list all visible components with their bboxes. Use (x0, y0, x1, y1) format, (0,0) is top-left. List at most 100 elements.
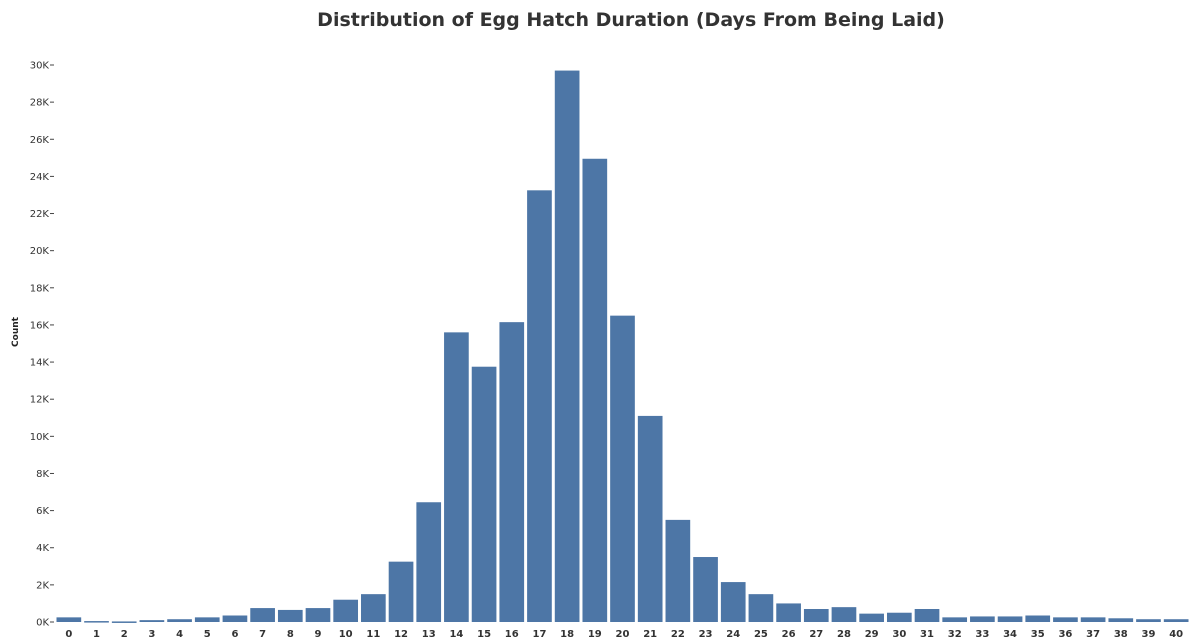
bar-35 (1025, 615, 1051, 622)
bar-3 (139, 620, 165, 622)
x-tick-label: 34 (1003, 629, 1017, 640)
bar-17 (527, 190, 552, 622)
bar-1 (84, 621, 109, 623)
x-tick-label: 12 (394, 629, 408, 640)
y-axis: 0K 2K 4K 6K 8K 10K 12K 14K 16K 18K 20K 22K 24K 26K 28K… (30, 61, 54, 629)
y-tick-label: 26K (30, 135, 50, 146)
x-tick-label: 30 (892, 629, 906, 640)
bar-12 (388, 561, 414, 622)
x-tick-label: 14 (449, 629, 463, 640)
bar-18 (554, 70, 580, 622)
x-tick-label: 37 (1086, 629, 1100, 640)
x-tick-label: 38 (1114, 629, 1128, 640)
bar-19 (582, 158, 608, 622)
y-tick-label: 20K (30, 246, 50, 257)
x-tick-label: 3 (148, 629, 155, 640)
y-tick-label: 12K (30, 395, 50, 406)
x-tick-label: 26 (782, 629, 796, 640)
bar-2 (111, 621, 137, 623)
x-tick-label: 10 (339, 629, 353, 640)
y-tick-label: 10K (30, 432, 50, 443)
bar-0 (56, 617, 82, 622)
x-tick-label: 22 (671, 629, 685, 640)
bar-20 (610, 315, 635, 622)
x-tick-label: 27 (809, 629, 823, 640)
x-tick-label: 1 (93, 629, 100, 640)
bar-31 (914, 609, 940, 622)
x-tick-label: 28 (837, 629, 851, 640)
y-tick-label: 2K (36, 580, 49, 591)
bar-10 (333, 599, 359, 622)
x-axis: 0 1 2 3 4 5 6 7 8 9 10 11 12 13 14 15 16 17 18 19 20 21 22 23 24… (65, 629, 1183, 640)
x-tick-label: 33 (975, 629, 989, 640)
bar-16 (499, 322, 525, 622)
bar-21 (637, 415, 663, 622)
x-tick-label: 32 (948, 629, 962, 640)
bar-11 (361, 594, 386, 622)
y-tick-label: 4K (36, 543, 49, 554)
x-tick-label: 29 (865, 629, 879, 640)
bar-26 (776, 603, 801, 622)
y-tick-label: 18K (30, 283, 50, 294)
x-tick-label: 21 (643, 629, 657, 640)
x-tick-label: 6 (231, 629, 238, 640)
y-tick-label: 14K (30, 358, 50, 369)
bar-22 (665, 519, 691, 622)
y-tick-label: 22K (30, 209, 50, 220)
x-tick-label: 2 (121, 629, 128, 640)
bar-9 (305, 608, 331, 622)
bar-36 (1053, 617, 1078, 622)
bar-40 (1163, 619, 1189, 622)
bar-30 (886, 612, 912, 622)
chart-title: Distribution of Egg Hatch Duration (Days… (317, 9, 945, 31)
x-tick-label: 25 (754, 629, 768, 640)
x-tick-label: 20 (616, 629, 630, 640)
x-tick-label: 23 (699, 629, 713, 640)
bar-23 (693, 557, 718, 622)
x-tick-label: 17 (532, 629, 546, 640)
bar-25 (748, 594, 774, 622)
bar-27 (803, 609, 829, 622)
x-tick-label: 35 (1031, 629, 1045, 640)
bar-7 (250, 608, 275, 622)
x-tick-label: 8 (287, 629, 294, 640)
bar-13 (416, 502, 442, 622)
x-tick-label: 11 (366, 629, 380, 640)
bar-5 (194, 617, 220, 622)
bar-14 (444, 332, 469, 622)
y-tick-label: 6K (36, 506, 49, 517)
bar-15 (471, 366, 497, 622)
bars-group (56, 70, 1189, 623)
x-tick-label: 18 (560, 629, 574, 640)
x-tick-label: 19 (588, 629, 602, 640)
bar-28 (831, 607, 857, 622)
x-tick-label: 24 (726, 629, 740, 640)
bar-37 (1080, 617, 1106, 622)
x-tick-label: 16 (505, 629, 519, 640)
y-tick-label: 8K (36, 469, 49, 480)
bar-4 (167, 619, 192, 622)
bar-29 (859, 613, 884, 622)
y-tick-label: 28K (30, 98, 50, 109)
y-tick-label: 24K (30, 172, 50, 183)
x-tick-label: 15 (477, 629, 491, 640)
bar-39 (1136, 619, 1161, 622)
x-tick-label: 0 (65, 629, 72, 640)
bar-32 (942, 617, 968, 622)
x-tick-label: 36 (1058, 629, 1072, 640)
bar-34 (997, 616, 1023, 622)
x-tick-label: 7 (259, 629, 266, 640)
x-tick-label: 31 (920, 629, 934, 640)
y-tick-label: 16K (30, 320, 50, 331)
x-tick-label: 5 (204, 629, 211, 640)
x-tick-label: 40 (1169, 629, 1183, 640)
bar-38 (1108, 618, 1134, 622)
x-tick-label: 9 (315, 629, 322, 640)
bar-33 (970, 616, 995, 622)
bar-8 (277, 609, 303, 622)
bar-6 (222, 615, 248, 622)
x-tick-label: 39 (1142, 629, 1156, 640)
x-tick-label: 4 (176, 629, 183, 640)
y-tick-label: 30K (30, 61, 50, 72)
